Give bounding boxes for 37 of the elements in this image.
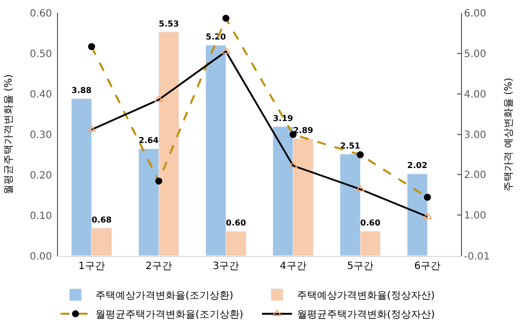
data-label: 0.60 <box>226 218 246 228</box>
data-label: 2.51 <box>340 140 361 150</box>
y2-tick-label: 3.00 <box>464 130 486 141</box>
y2-tick-label: 6.00 <box>464 8 486 20</box>
bar <box>407 174 428 256</box>
data-label: 3.19 <box>272 112 294 123</box>
data-label: 5.53 <box>158 18 180 28</box>
y-axis-title: 월평균주택가격변화율 (%) <box>4 74 15 195</box>
y-tick-label: 0.00 <box>30 252 52 262</box>
y2-tick-label: -0.01 <box>464 252 490 262</box>
y-tick-label: 0.20 <box>30 170 52 182</box>
x-tick-label: 4구간 <box>280 261 306 272</box>
x-tick-label: 5구간 <box>347 261 374 272</box>
legend-label: 주택예상가격변화율(조기상환) <box>96 290 234 302</box>
y2-axis-title: 주택가격 예상변화율 (%) <box>503 78 514 192</box>
y2-tick-label: 1.00 <box>464 210 486 222</box>
y-tick-label: 0.60 <box>30 8 52 20</box>
y-tick-label: 0.40 <box>30 90 52 100</box>
legend-label: 주택예상가격변화율(정상자산) <box>297 290 435 302</box>
y2-tick-label: 4.00 <box>464 89 486 100</box>
data-label: 2.64 <box>138 135 160 146</box>
y-tick-label: 0.50 <box>30 49 52 60</box>
data-label: 0.60 <box>360 218 381 228</box>
x-tick-label: 1구간 <box>78 261 105 272</box>
x-tick-label: 2구간 <box>146 261 172 272</box>
legend-label: 월평균주택가격변화(정상자산) <box>297 310 435 321</box>
data-label: 2.89 <box>293 125 314 136</box>
y2-tick-label: 5.00 <box>464 48 486 60</box>
data-label: 3.88 <box>71 85 92 95</box>
x-tick-label: 6구간 <box>414 261 441 272</box>
x-tick-label: 3구간 <box>212 261 240 272</box>
data-label: 2.02 <box>407 160 428 170</box>
y-tick-label: 0.10 <box>30 211 52 222</box>
y-tick-label: 0.30 <box>30 130 52 141</box>
data-label: 0.68 <box>92 214 112 224</box>
y2-tick-label: 2.00 <box>464 170 486 182</box>
legend-label: 월평균주택가격변화율(조기상환) <box>96 310 244 321</box>
